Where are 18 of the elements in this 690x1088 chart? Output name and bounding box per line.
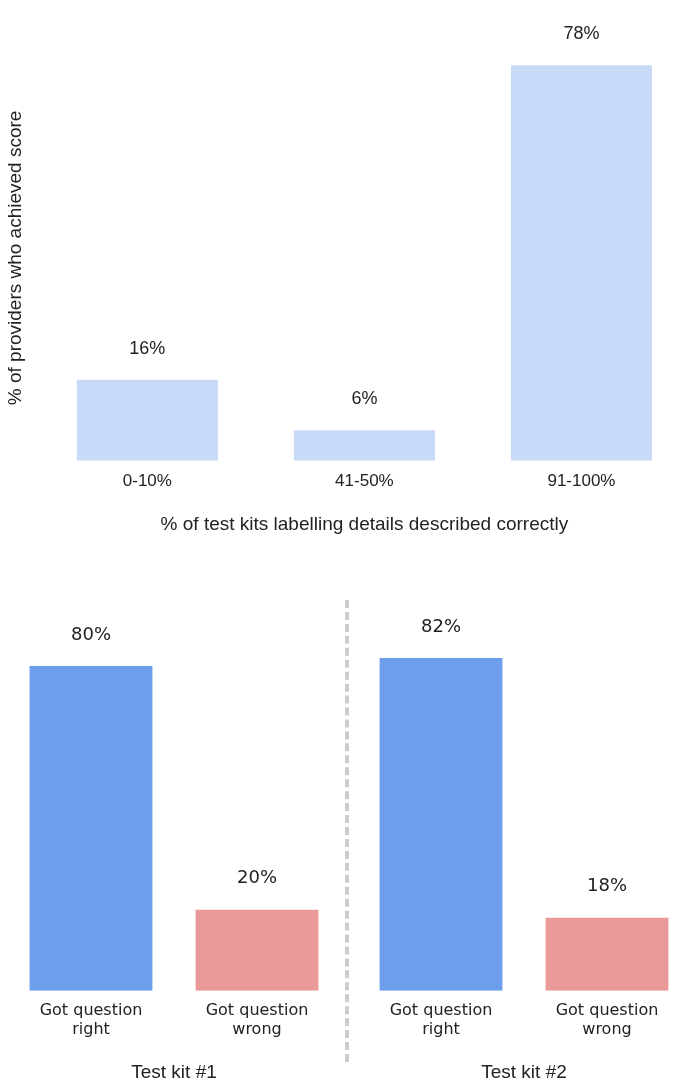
data-label: 78%	[563, 23, 600, 44]
x-tick-label: Got question right	[389, 999, 493, 1038]
data-label: 80%	[70, 622, 112, 644]
data-label: 6%	[351, 388, 378, 409]
x-tick-label: Got question wrong	[555, 999, 659, 1038]
y-axis-title: % of providers who achieved score	[3, 110, 25, 406]
x-axis-title: Test kit #1	[131, 1060, 217, 1082]
x-tick-label: Got question right	[39, 999, 143, 1038]
data-label: 20%	[236, 866, 278, 888]
data-label: 82%	[420, 614, 462, 636]
x-tick-label: 91-100%	[547, 470, 616, 490]
x-tick-label: 41-50%	[335, 470, 394, 490]
x-tick-label: 0-10%	[122, 470, 172, 490]
data-label: 18%	[586, 874, 628, 896]
data-label: 16%	[129, 337, 166, 358]
x-axis-title: Test kit #2	[481, 1060, 567, 1082]
x-tick-label: Got question wrong	[205, 999, 309, 1038]
x-axis-title: % of test kits labelling details described correctly	[160, 512, 569, 534]
